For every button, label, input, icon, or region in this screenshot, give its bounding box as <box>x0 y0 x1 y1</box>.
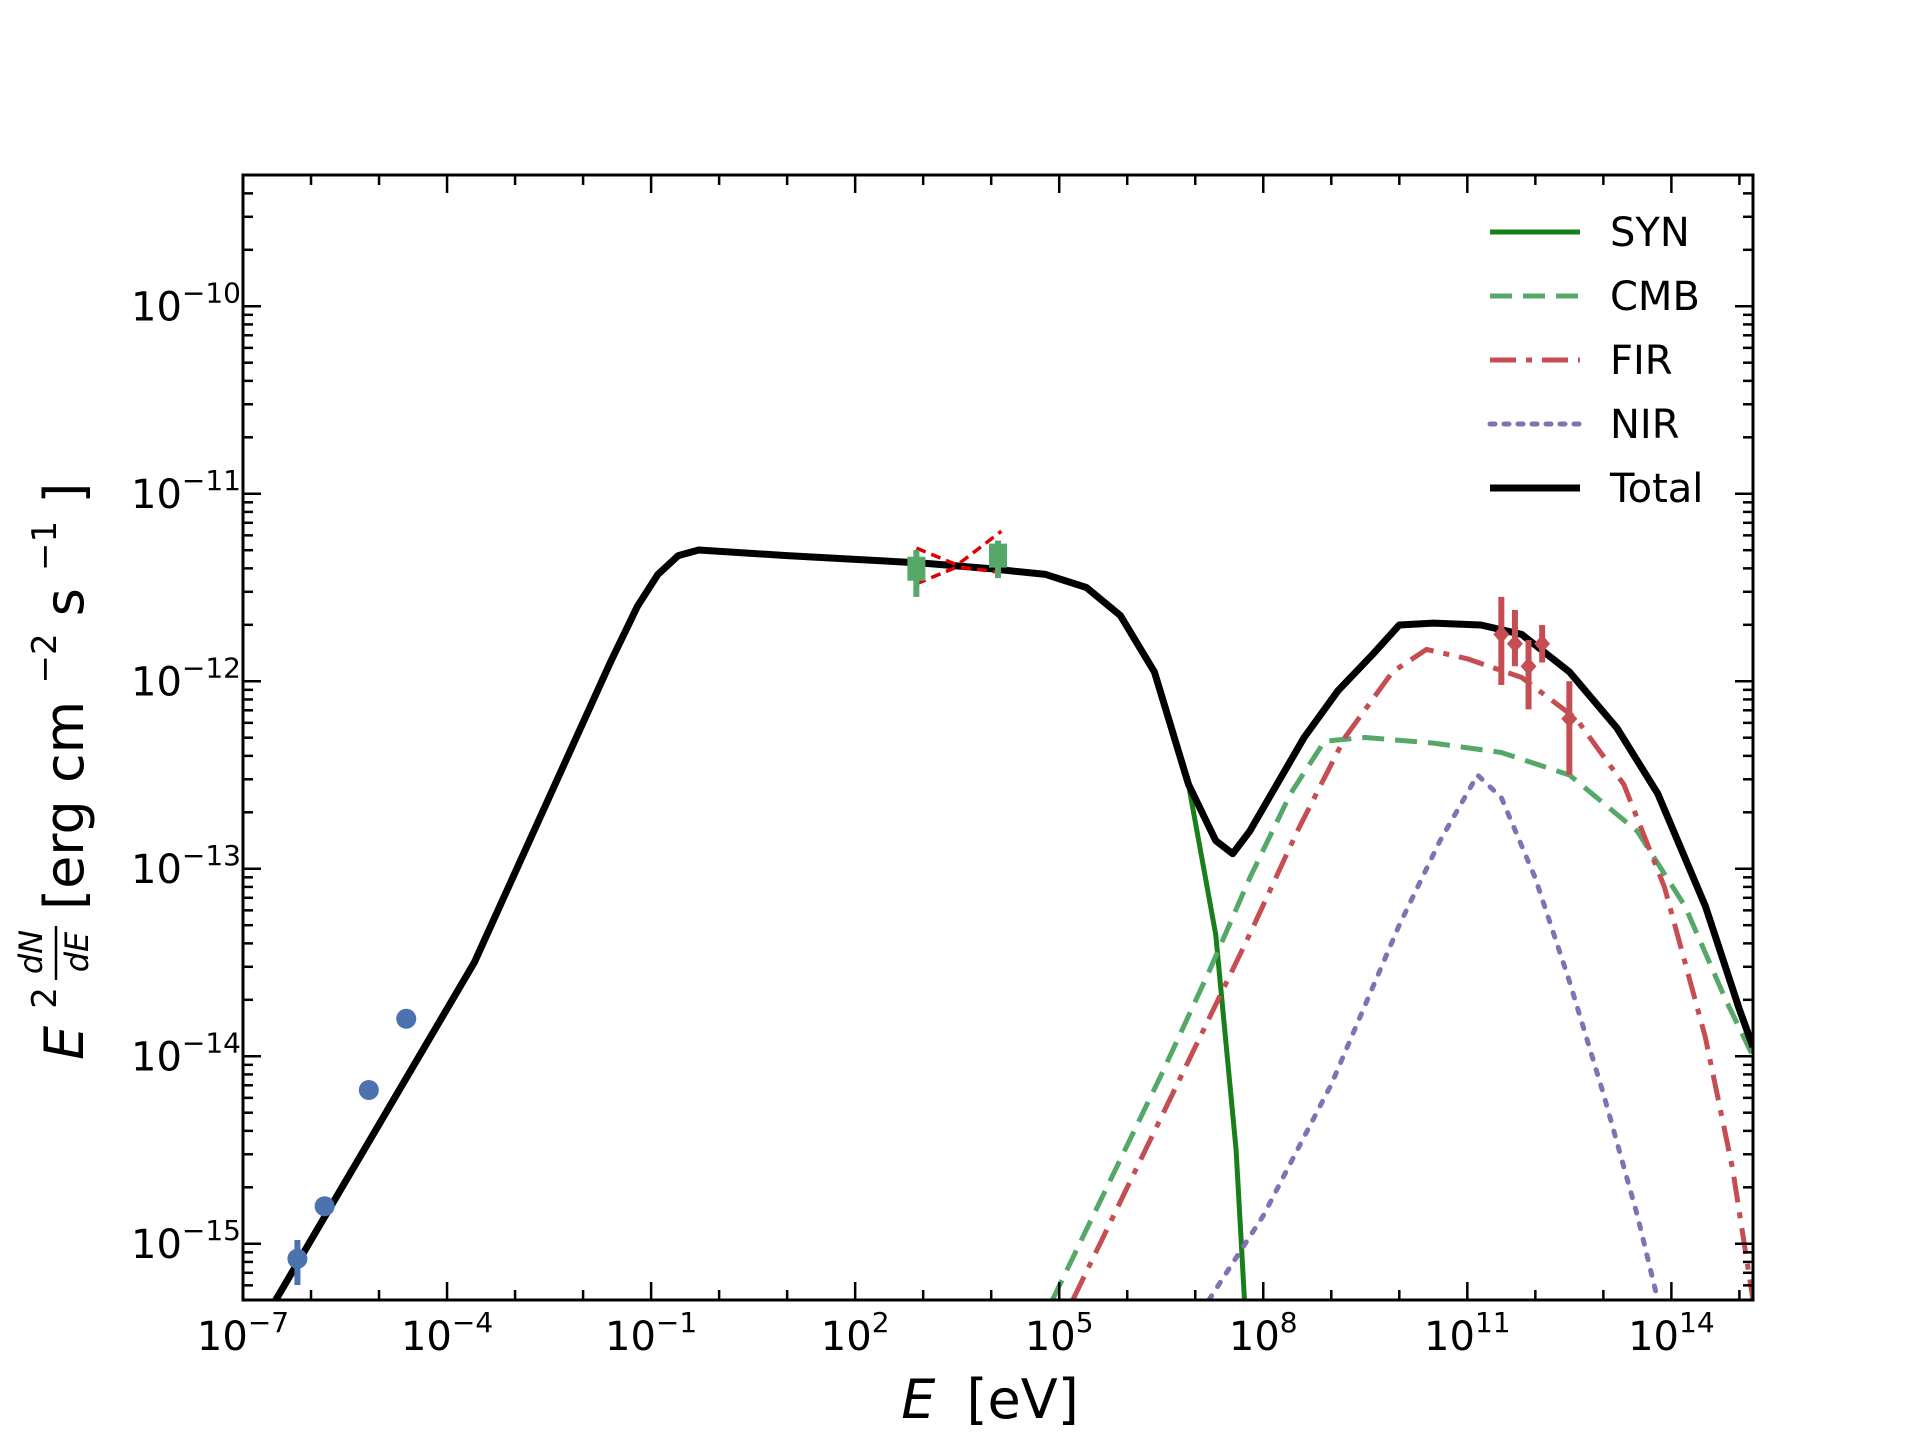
y-tick-label-exponent: −13 <box>182 839 241 872</box>
y-axis-prefix-exponent: 2 <box>25 987 65 1009</box>
y-tick-label-exponent: −15 <box>182 1214 241 1247</box>
plot-frame <box>241 173 1755 1302</box>
gamma-ray-point-0 <box>1493 625 1510 644</box>
x-tick-label-base: 10 <box>1229 1314 1280 1360</box>
y-tick-label--12: 10−12 <box>131 651 241 705</box>
y-axis-fraction-denominator: dE <box>58 931 96 972</box>
x-tick-label-14: 1014 <box>1628 1306 1715 1360</box>
X-ray-point-1 <box>989 543 1007 568</box>
x-tick-label-exponent: −7 <box>248 1306 289 1339</box>
X-ray-point-0 <box>907 556 926 581</box>
legend-label-syn: SYN <box>1610 210 1690 256</box>
x-tick-label-2: 102 <box>821 1306 890 1360</box>
x-axis-variable: E <box>901 1368 936 1431</box>
x-tick-label-base: 10 <box>1628 1314 1679 1360</box>
y-axis-unit-end: ] <box>33 483 96 504</box>
x-tick-label--7: 10−7 <box>197 1306 289 1360</box>
x-tick-label-exponent: 14 <box>1679 1306 1715 1339</box>
y-tick-label-base: 10 <box>131 847 182 893</box>
series-line-nir <box>1206 772 1661 1300</box>
radio-point-2 <box>358 1080 379 1100</box>
axis-ticks: 10−7 10−4 10−1 102 105 108 1011 101410−1510−141… <box>131 173 1753 1360</box>
gamma-ray-point-4 <box>1561 709 1578 728</box>
svg-text:E 2: E 2 <box>25 987 96 1060</box>
y-tick-label-base: 10 <box>131 284 182 330</box>
radio-point-0 <box>287 1248 308 1269</box>
x-tick-label-exponent: −1 <box>656 1306 697 1339</box>
x-axis-unit: [eV] <box>966 1368 1078 1431</box>
y-tick-label--14: 10−14 <box>131 1026 241 1080</box>
x-tick-label-base: 10 <box>1424 1314 1475 1360</box>
series-line-fir <box>1070 646 1753 1300</box>
y-axis-unit-exp2: −1 <box>25 521 65 571</box>
x-tick-label-11: 1011 <box>1424 1306 1511 1360</box>
x-tick-label-exponent: 2 <box>872 1306 890 1339</box>
y-tick-label-base: 10 <box>131 472 182 518</box>
y-tick-label-exponent: −11 <box>182 464 241 497</box>
legend: SYN CMB FIR NIR Total <box>1487 210 1703 512</box>
y-tick-label-exponent: −10 <box>182 276 241 309</box>
x-tick-label-base: 10 <box>605 1314 656 1360</box>
y-tick-label--11: 10−11 <box>131 464 241 518</box>
legend-label-nir: NIR <box>1610 402 1680 448</box>
model-curves <box>271 546 1753 1300</box>
gamma-ray-point-3 <box>1534 634 1551 653</box>
x-tick-label-base: 10 <box>197 1314 248 1360</box>
x-tick-label--1: 10−1 <box>605 1306 697 1360</box>
bowtie-lower-edge <box>915 565 1002 586</box>
y-axis-title: E 2 dN dE [erg cm −2 s −1 ] <box>11 483 96 1060</box>
y-tick-label--10: 10−10 <box>131 276 241 330</box>
x-tick-label-5: 105 <box>1025 1306 1094 1360</box>
x-tick-label-8: 108 <box>1229 1306 1298 1360</box>
legend-label-fir: FIR <box>1610 338 1673 384</box>
y-tick-label-base: 10 <box>131 1034 182 1080</box>
x-tick-label-exponent: 8 <box>1280 1306 1298 1339</box>
y-axis-prefix: E <box>33 1025 96 1060</box>
x-tick-label-exponent: 11 <box>1475 1306 1511 1339</box>
x-tick-label-base: 10 <box>821 1314 872 1360</box>
x-tick-label--4: 10−4 <box>401 1306 493 1360</box>
svg-text:[erg cm −2 s: [erg cm −2 s −1 ] <box>11 483 96 910</box>
y-axis-unit-part2: s <box>33 588 96 616</box>
y-tick-label-base: 10 <box>131 1222 182 1268</box>
gamma-ray-point-1 <box>1506 634 1523 653</box>
gamma-ray-point-2 <box>1520 657 1537 676</box>
y-tick-label-base: 10 <box>131 659 182 705</box>
y-tick-label-exponent: −12 <box>182 651 241 684</box>
y-axis-unit-exp1: −2 <box>25 633 65 683</box>
x-tick-label-exponent: −4 <box>452 1306 493 1339</box>
y-tick-label--15: 10−15 <box>131 1214 241 1268</box>
y-axis-unit-part1: [erg cm <box>33 701 96 910</box>
legend-label-cmb: CMB <box>1610 274 1700 320</box>
x-axis-title: E [eV] <box>901 1368 1079 1431</box>
legend-label-total: Total <box>1609 466 1703 512</box>
series-line-cmb <box>1050 735 1753 1300</box>
x-tick-label-base: 10 <box>1025 1314 1076 1360</box>
radio-point-3 <box>396 1008 417 1029</box>
series-line-total <box>271 546 1753 1300</box>
y-tick-label-exponent: −14 <box>182 1026 241 1059</box>
bowtie-upper-edge <box>915 529 1003 568</box>
data-points <box>287 540 1578 1285</box>
xray-bowtie <box>915 529 1003 586</box>
x-tick-label-exponent: 5 <box>1076 1306 1094 1339</box>
y-axis-fraction-numerator: dN <box>12 930 50 974</box>
radio-point-1 <box>314 1196 335 1217</box>
y-tick-label--13: 10−13 <box>131 839 241 893</box>
x-tick-label-base: 10 <box>401 1314 452 1360</box>
